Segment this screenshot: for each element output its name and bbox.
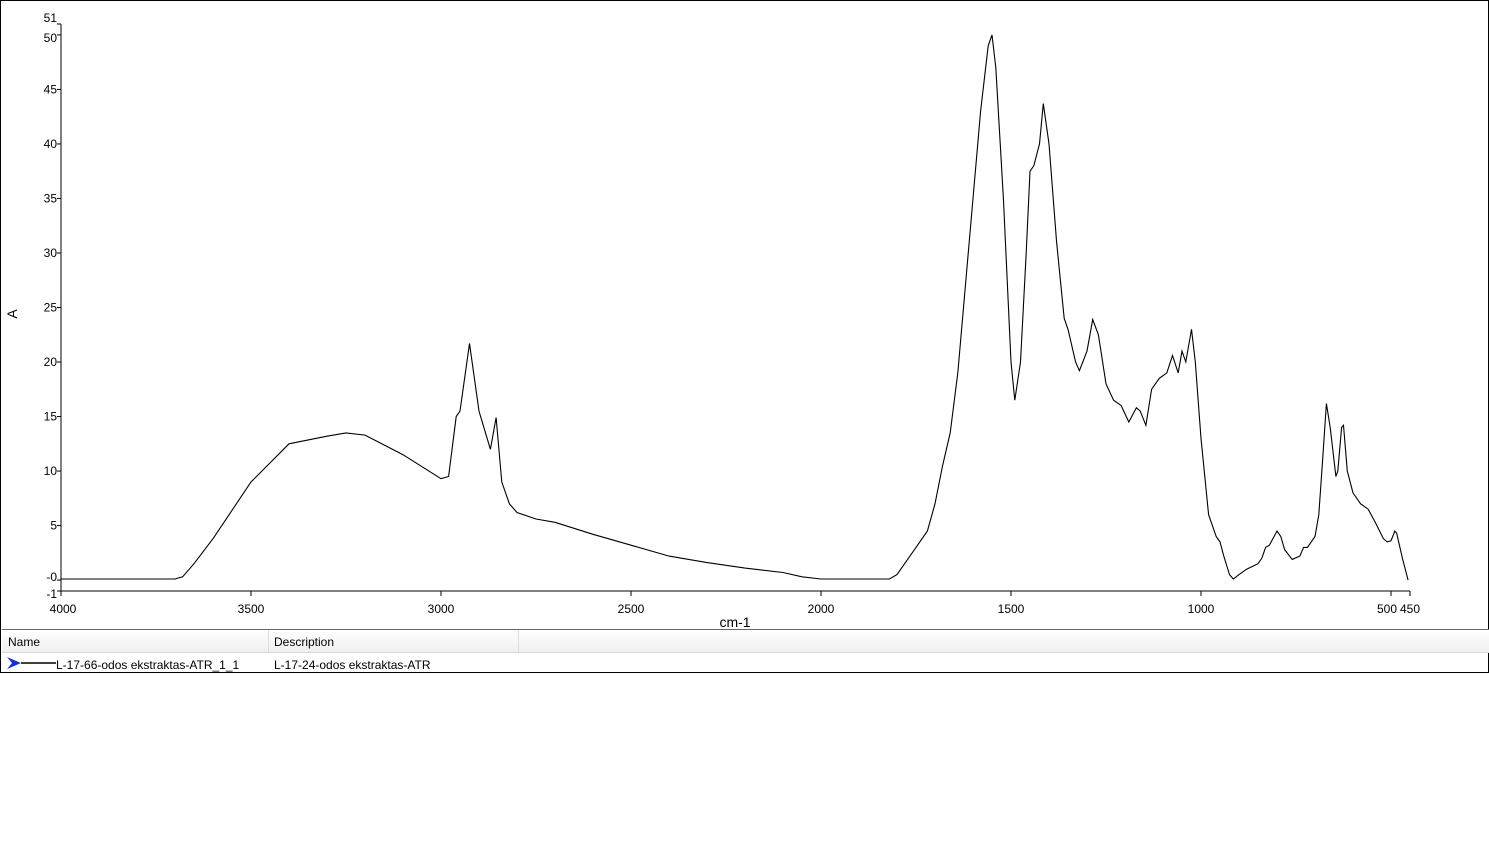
y-tick-label: 15	[44, 410, 58, 424]
x-tick-label: 500	[1377, 602, 1397, 616]
y-tick-label: 20	[44, 355, 58, 369]
spectrum-chart: -1 -0 5 10 15 20 25 30 35 40 45 50 51 4000 3500 3000 250…	[4, 11, 1421, 629]
y-tick-label: 30	[44, 246, 58, 260]
arrow-icon	[7, 657, 56, 669]
axes: -1 -0 5 10 15 20 25 30 35 40 45 50 51 4000 3500 3000 250…	[44, 11, 1421, 616]
legend-name: L-17-66-odos ekstraktas-ATR_1_1	[56, 658, 240, 672]
x-axis-label: cm-1	[719, 614, 750, 629]
x-tick-label: 1500	[998, 602, 1025, 616]
x-tick-label: 3500	[238, 602, 265, 616]
y-tick-label: 51	[44, 11, 58, 25]
x-tick-label: 2500	[618, 602, 645, 616]
column-header-description[interactable]: Description	[274, 635, 335, 649]
y-tick-label: 45	[44, 82, 58, 96]
x-tick-label: 1000	[1188, 602, 1215, 616]
legend-table: Name Description L-17-66-odos ekstraktas…	[2, 629, 1489, 673]
column-header-name[interactable]: Name	[8, 635, 41, 649]
y-tick-label: 35	[44, 191, 58, 205]
y-tick-label: 10	[44, 464, 58, 478]
y-tick-label: 5	[50, 519, 57, 533]
y-tick-label: 25	[44, 301, 58, 315]
spectrum-window: -1 -0 5 10 15 20 25 30 35 40 45 50 51 4000 3500 3000 250…	[0, 0, 1489, 673]
legend-row[interactable]: L-17-66-odos ekstraktas-ATR_1_1 L-17-24-…	[2, 653, 1489, 673]
legend-description: L-17-24-odos ekstraktas-ATR	[274, 658, 431, 672]
legend-header: Name Description	[2, 630, 1489, 653]
y-axis-label: A	[4, 309, 20, 319]
x-tick-label: 450	[1400, 602, 1420, 616]
y-tick-label: -0	[46, 570, 57, 584]
y-tick-label: 50	[44, 31, 58, 45]
y-tick-label: 40	[44, 137, 58, 151]
x-tick-label: 3000	[428, 602, 455, 616]
series-line	[61, 34, 1409, 581]
x-tick-label: 2000	[808, 602, 835, 616]
x-tick-label: 4000	[50, 602, 77, 616]
y-tick-label: -1	[46, 587, 57, 601]
